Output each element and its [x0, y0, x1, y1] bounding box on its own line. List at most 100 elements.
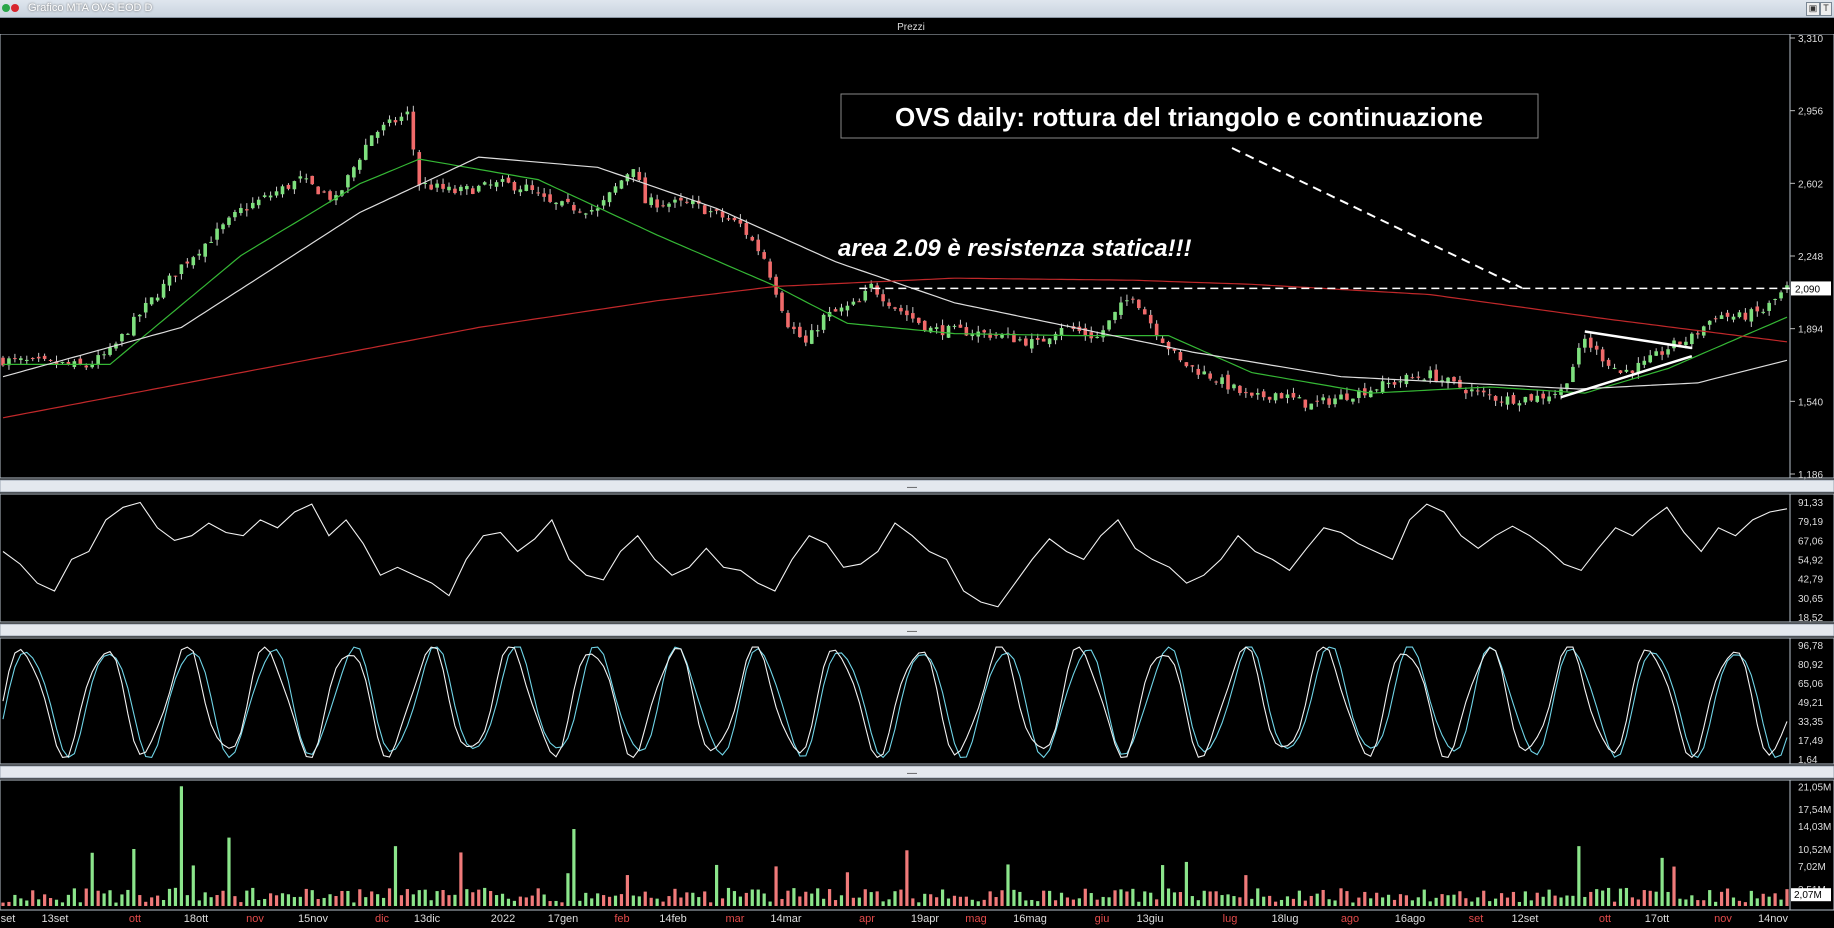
volume-bar [1137, 901, 1141, 906]
x-tick-label: 13set [42, 913, 69, 925]
volume-bar [512, 900, 517, 906]
volume-bar [863, 889, 867, 906]
volume-bar [584, 892, 588, 906]
candle-body [274, 191, 279, 196]
candle-body [1053, 333, 1058, 341]
candle-body [239, 208, 243, 214]
volume-bar [994, 897, 998, 906]
candle-body [1618, 370, 1623, 374]
volume-bar [1071, 899, 1075, 906]
candle-body [1422, 379, 1427, 381]
candle-body [1196, 368, 1201, 375]
volume-bar [1505, 897, 1510, 906]
candle-body [1565, 383, 1569, 390]
volume-bar [1666, 891, 1670, 906]
volume-bar [1345, 891, 1349, 906]
volume-bar [13, 894, 17, 906]
candle-body [845, 305, 850, 311]
candle-body [631, 169, 636, 178]
volume-bar [1767, 896, 1771, 906]
candle-body [1297, 397, 1302, 399]
corner-label[interactable]: T [1820, 2, 1832, 16]
candle-body [286, 184, 291, 189]
volume-bar [750, 889, 754, 906]
volume-bar [530, 895, 534, 906]
candle-body [417, 152, 422, 186]
panel-frame-3 [0, 779, 1834, 911]
candle-body [946, 325, 951, 338]
volume-bar [1113, 890, 1117, 906]
volume-bar [1476, 897, 1480, 906]
volume-bar [60, 902, 65, 906]
candle-body [536, 192, 540, 194]
volume-bar [1517, 901, 1521, 906]
volume-bar [1285, 896, 1290, 906]
volume-bar [1482, 890, 1486, 906]
x-tick-label: ott [129, 913, 141, 925]
window-titlebar: Grafico MTA OVS EOD D ▣ T [0, 0, 1834, 18]
candle-body [459, 186, 463, 192]
candle-body [1166, 341, 1171, 350]
candle-body [952, 325, 957, 327]
stochastic-tick-label: 96,78 [1798, 641, 1823, 652]
volume-bar [1773, 893, 1777, 906]
candle-body [1481, 390, 1486, 393]
volume-bar [1642, 890, 1646, 906]
candle-body [1238, 385, 1242, 393]
resistance-note: area 2.09 è resistenza statica!!! [838, 235, 1192, 262]
volume-bar [286, 894, 291, 906]
volume-bar [1279, 899, 1284, 906]
volume-bar [1618, 888, 1623, 906]
volume-bar [1630, 897, 1634, 906]
volume-bar [1268, 895, 1272, 906]
volume-bar [399, 895, 404, 906]
candle-body [661, 205, 665, 207]
candle-body [120, 333, 124, 342]
candle-body [1255, 393, 1260, 395]
volume-bar [1184, 861, 1188, 906]
volume-bar [1107, 897, 1111, 906]
candle-body [1012, 333, 1016, 343]
volume-bar [524, 897, 528, 906]
volume-bar [613, 895, 618, 906]
volume-bar [108, 890, 112, 906]
candle-body [572, 204, 576, 211]
moving-average-line-0 [3, 158, 1788, 394]
volume-bar [1428, 901, 1432, 906]
candle-body [84, 365, 89, 368]
headline-text: OVS daily: rottura del triangolo e conti… [895, 102, 1483, 132]
volume-bar [602, 895, 606, 906]
moving-average-line-2 [2, 277, 1788, 419]
volume-bar [459, 852, 463, 906]
volume-bar [1161, 865, 1165, 906]
volume-bar [346, 890, 350, 906]
candle-body [1172, 348, 1177, 351]
chart-canvas[interactable]: — — — Prezzi 3,310 2,956 2,602 2,248 1,894 1,540 1… [0, 18, 1834, 928]
candle-body [1707, 320, 1712, 325]
x-tick-label: 2022 [491, 913, 515, 925]
volume-bar [150, 897, 154, 906]
volume-bar [203, 892, 207, 906]
candle-body [1648, 355, 1653, 363]
x-tick-label: 16mag [1013, 913, 1047, 925]
candle-body [1690, 333, 1694, 345]
volume-bar [1702, 900, 1706, 906]
candle-body [833, 309, 838, 312]
volume-bar [292, 897, 296, 906]
volume-bar [126, 889, 130, 906]
volume-bar [1155, 899, 1159, 906]
volume-bar [929, 894, 933, 906]
window-menu-button[interactable]: ▣ [1806, 2, 1820, 16]
volume-bar [839, 895, 844, 906]
stochastic-tick-label: 1,64 [1798, 755, 1818, 766]
x-tick-label: 18ott [184, 913, 208, 925]
volume-bar [364, 897, 368, 906]
volume-bar [269, 893, 273, 906]
oscillator-tick-label: 42,79 [1798, 575, 1823, 586]
volume-bar [822, 898, 826, 906]
candle-body [756, 239, 761, 252]
volume-bar [625, 875, 629, 906]
volume-bar [298, 896, 302, 906]
candle-body [899, 307, 903, 312]
volume-tick-label: 21,05M [1798, 782, 1831, 793]
